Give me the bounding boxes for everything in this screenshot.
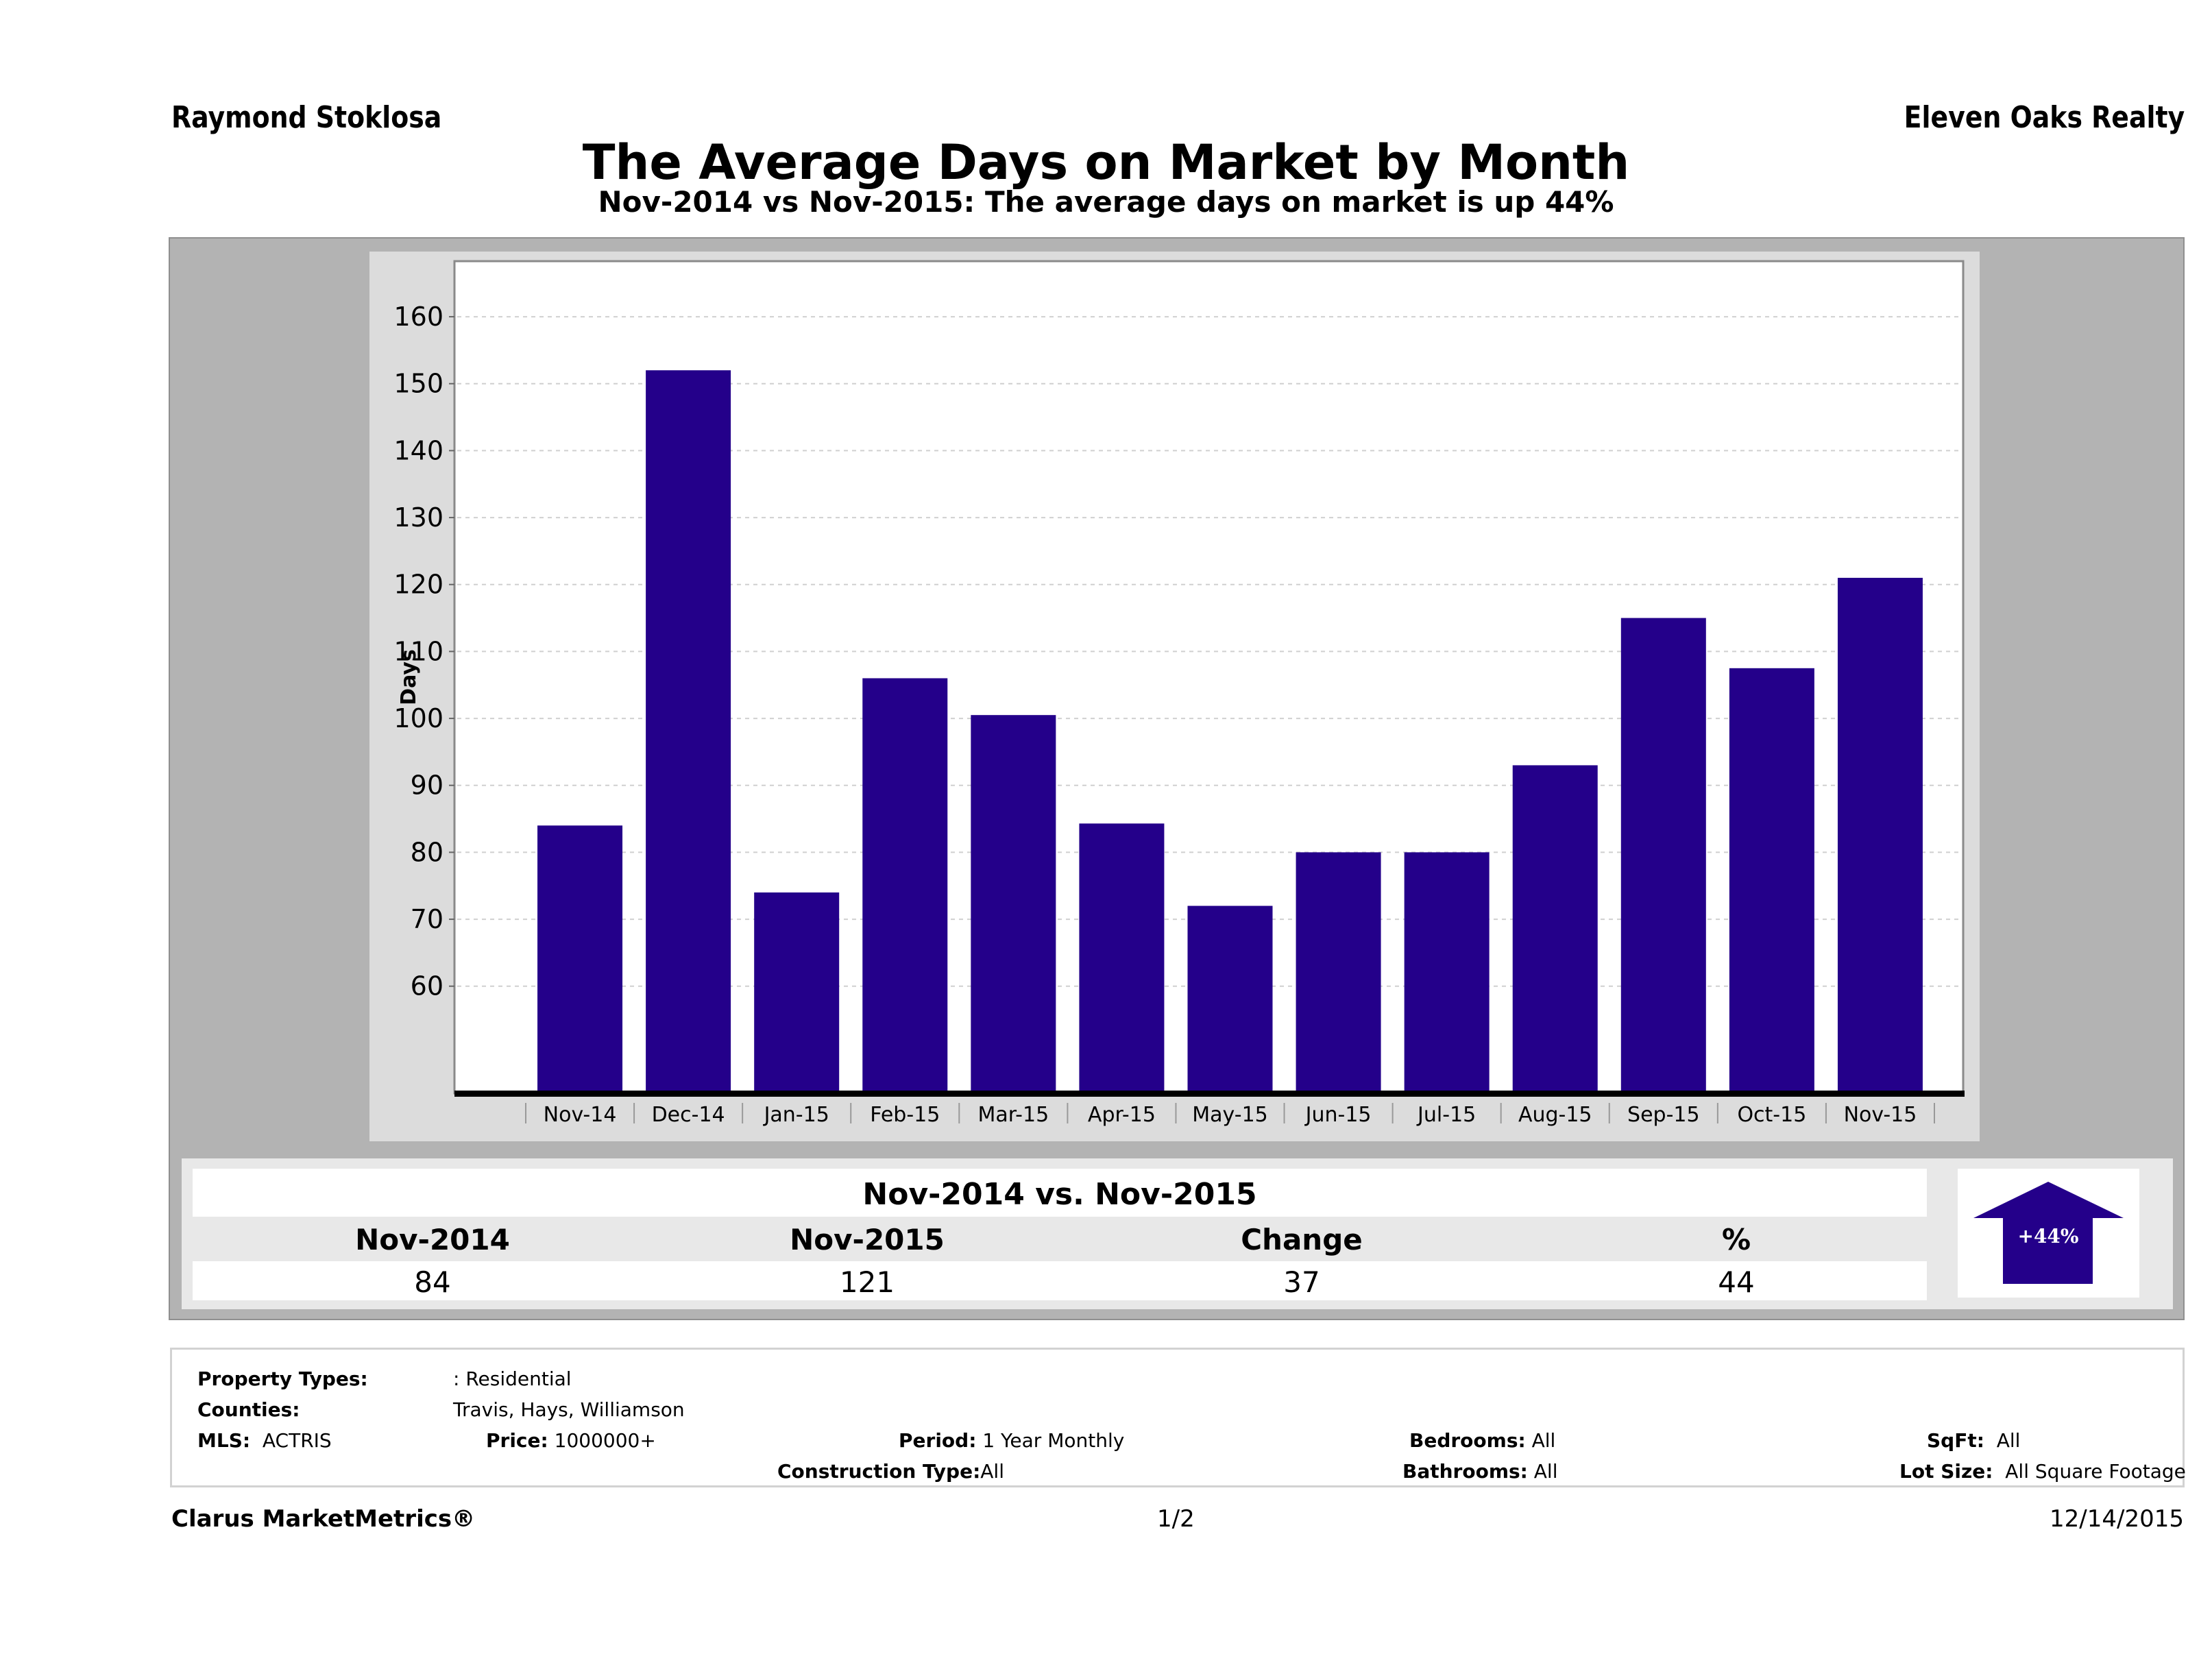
- y-tick-label: 150: [393, 369, 443, 399]
- x-axis-ticks: Nov-14 Dec-14 Jan-15 Feb-15 Mar-15 Apr-15 May-…: [525, 1103, 1935, 1127]
- page-number: 1/2: [1157, 1505, 1195, 1533]
- summary-title: Nov-2014 vs. Nov-2015: [862, 1177, 1257, 1212]
- x-tick-label: Nov-14: [544, 1103, 617, 1127]
- y-tick-label: 100: [393, 703, 443, 733]
- bar-apr-15: [1079, 823, 1165, 1093]
- brokerage-name: Eleven Oaks Realty: [1858, 100, 2185, 135]
- summary-values-row: 84 121 37 44: [193, 1261, 1927, 1300]
- bar-may-15: [1187, 905, 1273, 1093]
- mls-label: MLS:: [197, 1429, 251, 1452]
- y-tick-label: 80: [411, 837, 443, 867]
- x-tick-label: Feb-15: [870, 1103, 940, 1127]
- bar-mar-15: [971, 715, 1056, 1093]
- bar-nov-15: [1837, 577, 1923, 1093]
- summary-title-row: Nov-2014 vs. Nov-2015: [193, 1169, 1927, 1217]
- x-tick-label: Apr-15: [1088, 1103, 1156, 1127]
- x-tick-label: Jul-15: [1416, 1103, 1476, 1127]
- price-value: 1000000+: [554, 1429, 656, 1452]
- period-label: Period:: [899, 1429, 977, 1452]
- lot-size-value: All Square Footage: [2005, 1460, 2186, 1483]
- bar-jan-15: [754, 892, 840, 1093]
- agent-name-text: Raymond Stoklosa: [171, 100, 442, 135]
- bathrooms-label: Bathrooms:: [1402, 1460, 1528, 1483]
- sqft-label: SqFt:: [1927, 1429, 1984, 1452]
- y-axis-label: Days: [397, 649, 421, 705]
- x-tick-label: Jan-15: [763, 1103, 829, 1127]
- y-tick-label: 70: [411, 904, 443, 934]
- x-tick-label: Dec-14: [652, 1103, 725, 1127]
- bar-sep-15: [1620, 618, 1706, 1093]
- bar-dec-14: [646, 370, 731, 1094]
- x-tick-label: May-15: [1192, 1103, 1268, 1127]
- construction-type-value: All: [980, 1460, 1004, 1483]
- summary-value-nov-2015: 121: [839, 1265, 895, 1299]
- summary-value-percent: 44: [1718, 1265, 1755, 1299]
- y-tick-label: 140: [393, 435, 443, 465]
- agent-name: Raymond Stoklosa: [171, 100, 486, 135]
- change-badge: +44%: [1958, 1169, 2139, 1298]
- report-date: 12/14/2015: [2050, 1505, 2184, 1533]
- x-tick-label: Nov-15: [1844, 1103, 1917, 1127]
- footer-brand: Clarus MarketMetrics®: [171, 1505, 476, 1533]
- page-subtitle: Nov-2014 vs Nov-2015: The average days o…: [598, 185, 1614, 219]
- bedrooms-label: Bedrooms:: [1409, 1429, 1526, 1452]
- price-label: Price:: [486, 1429, 548, 1452]
- summary-header-percent: %: [1721, 1223, 1751, 1256]
- x-tick-label: Sep-15: [1627, 1103, 1700, 1127]
- x-tick-label: Aug-15: [1518, 1103, 1592, 1127]
- change-badge-text: +44%: [2017, 1225, 2078, 1248]
- y-tick-label: 110: [393, 636, 443, 666]
- summary-header-nov-2014: Nov-2014: [355, 1223, 510, 1256]
- summary-value-nov-2014: 84: [414, 1265, 451, 1299]
- y-tick-label: 120: [393, 570, 443, 600]
- page-title: The Average Days on Market by Month: [582, 134, 1630, 191]
- bar-chart: 60 70 80 90 100 110 120 130 140 150 160 Nov-14 Dec-…: [393, 260, 1965, 1127]
- x-tick-label: Mar-15: [978, 1103, 1049, 1127]
- y-axis-ticks: 60 70 80 90 100 110 120 130 140 150 160: [393, 302, 454, 1001]
- bar-jun-15: [1296, 852, 1381, 1093]
- counties-label: Counties:: [197, 1398, 300, 1421]
- bar-aug-15: [1512, 765, 1598, 1093]
- summary-header-row: Nov-2014 Nov-2015 Change %: [193, 1217, 1927, 1261]
- x-axis-line: [454, 1091, 1965, 1097]
- y-tick-label: 90: [411, 770, 443, 801]
- y-tick-label: 160: [393, 302, 443, 332]
- summary-value-change: 37: [1283, 1265, 1320, 1299]
- summary-header-change: Change: [1241, 1223, 1363, 1256]
- x-tick-label: Jun-15: [1304, 1103, 1372, 1127]
- construction-type-label: Construction Type:: [777, 1460, 981, 1483]
- y-tick-label: 60: [411, 971, 443, 1001]
- summary-header-nov-2015: Nov-2015: [790, 1223, 945, 1256]
- bedrooms-value: All: [1531, 1429, 1556, 1452]
- bar-nov-14: [537, 825, 623, 1093]
- bar-feb-15: [862, 678, 948, 1093]
- sqft-value: All: [1996, 1429, 2021, 1452]
- property-types-label: Property Types:: [197, 1367, 368, 1390]
- period-value: 1 Year Monthly: [982, 1429, 1125, 1452]
- property-types-value: : Residential: [453, 1367, 572, 1390]
- bars: [537, 370, 1923, 1094]
- y-tick-label: 130: [393, 502, 443, 533]
- bar-jul-15: [1404, 852, 1490, 1093]
- bathrooms-value: All: [1533, 1460, 1558, 1483]
- x-tick-label: Oct-15: [1737, 1103, 1806, 1127]
- filter-criteria: Property Types: : Residential Counties: …: [170, 1348, 2186, 1487]
- up-arrow-icon: +44%: [1973, 1182, 2124, 1284]
- lot-size-label: Lot Size:: [1899, 1460, 1993, 1483]
- counties-value: Travis, Hays, Williamson: [453, 1398, 685, 1421]
- mls-value: ACTRIS: [262, 1429, 332, 1452]
- bar-oct-15: [1729, 668, 1814, 1093]
- brokerage-name-text: Eleven Oaks Realty: [1904, 100, 2185, 135]
